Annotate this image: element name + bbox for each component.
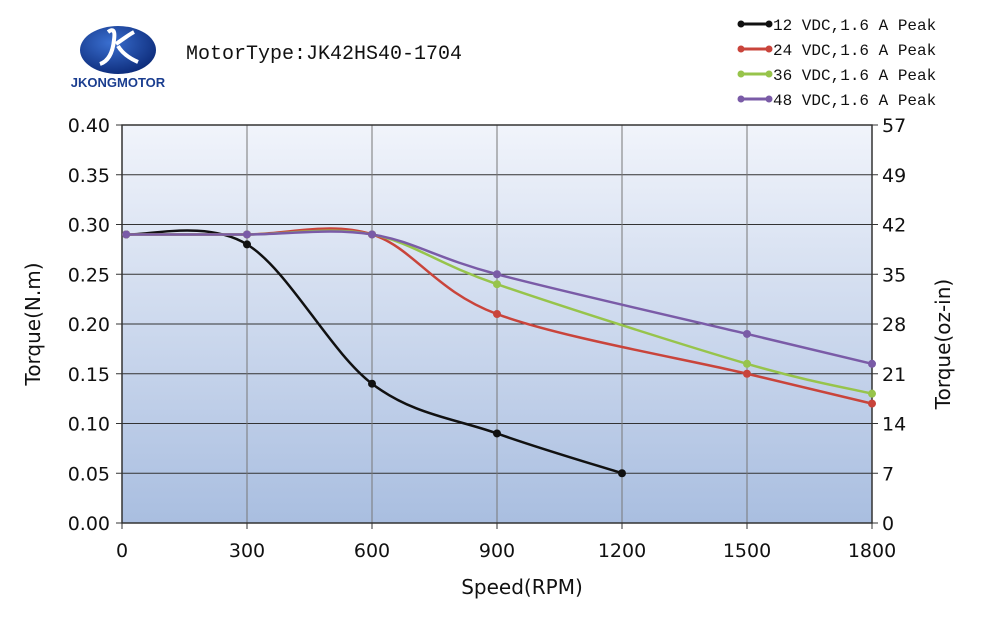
y-tick-label: 0.00 — [68, 513, 110, 535]
data-point — [493, 280, 501, 289]
y2-tick-label: 28 — [882, 314, 906, 336]
legend-marker — [765, 20, 773, 28]
y2-tick-label: 57 — [882, 115, 906, 137]
y2-tick-label: 42 — [882, 215, 906, 237]
legend-marker — [737, 45, 745, 53]
y-tick-label: 0.35 — [68, 165, 110, 187]
x-tick-label: 0 — [116, 540, 128, 562]
logo: JKONGMOTOR — [71, 26, 166, 90]
data-point — [618, 469, 626, 478]
y2-tick-label: 35 — [882, 264, 906, 286]
y-tick-label: 0.05 — [68, 463, 110, 485]
legend-marker — [737, 20, 745, 28]
y-tick-label: 0.15 — [68, 364, 110, 386]
legend-marker — [737, 95, 745, 103]
legend-marker — [765, 70, 773, 78]
legend-marker — [765, 95, 773, 103]
legend-marker — [765, 45, 773, 53]
y-tick-label: 0.40 — [68, 115, 110, 137]
data-point — [368, 230, 376, 239]
y-tick-label: 0.10 — [68, 414, 110, 436]
data-point — [743, 359, 751, 368]
data-point — [243, 240, 251, 249]
y-tick-label: 0.20 — [68, 314, 110, 336]
legend-label: 36 VDC,1.6 A Peak — [773, 67, 936, 85]
data-point — [493, 270, 501, 279]
data-point — [493, 429, 501, 438]
y2-tick-label: 7 — [882, 463, 894, 485]
chart-title: MotorType:JK42HS40-1704 — [186, 43, 462, 66]
y-tick-label: 0.30 — [68, 215, 110, 237]
legend-label: 12 VDC,1.6 A Peak — [773, 17, 936, 35]
y2-axis-label: Torque(oz-in) — [931, 279, 955, 410]
data-point — [368, 379, 376, 388]
plot-frame — [121, 124, 873, 524]
x-tick-label: 900 — [479, 540, 515, 562]
data-point — [743, 369, 751, 378]
legend-label: 48 VDC,1.6 A Peak — [773, 92, 936, 110]
data-point — [243, 230, 251, 239]
data-point — [743, 329, 751, 338]
y-axis-label: Torque(N.m) — [21, 262, 45, 386]
y-tick-label: 0.25 — [68, 264, 110, 286]
y2-tick-label: 0 — [882, 513, 894, 535]
data-point — [868, 399, 876, 408]
logo-text: JKONGMOTOR — [71, 75, 166, 90]
data-point — [493, 310, 501, 319]
y2-tick-label: 49 — [882, 165, 906, 187]
legend-label: 24 VDC,1.6 A Peak — [773, 42, 936, 60]
data-point — [868, 359, 876, 368]
data-point — [122, 230, 131, 239]
legend-marker — [737, 70, 745, 78]
x-tick-label: 600 — [354, 540, 390, 562]
x-tick-label: 1800 — [848, 540, 896, 562]
x-axis-label: Speed(RPM) — [461, 575, 583, 599]
y2-tick-label: 21 — [882, 364, 906, 386]
data-point — [868, 389, 876, 398]
x-tick-label: 1500 — [723, 540, 771, 562]
y2-tick-label: 14 — [882, 414, 906, 436]
x-tick-label: 1200 — [598, 540, 646, 562]
x-tick-label: 300 — [229, 540, 265, 562]
